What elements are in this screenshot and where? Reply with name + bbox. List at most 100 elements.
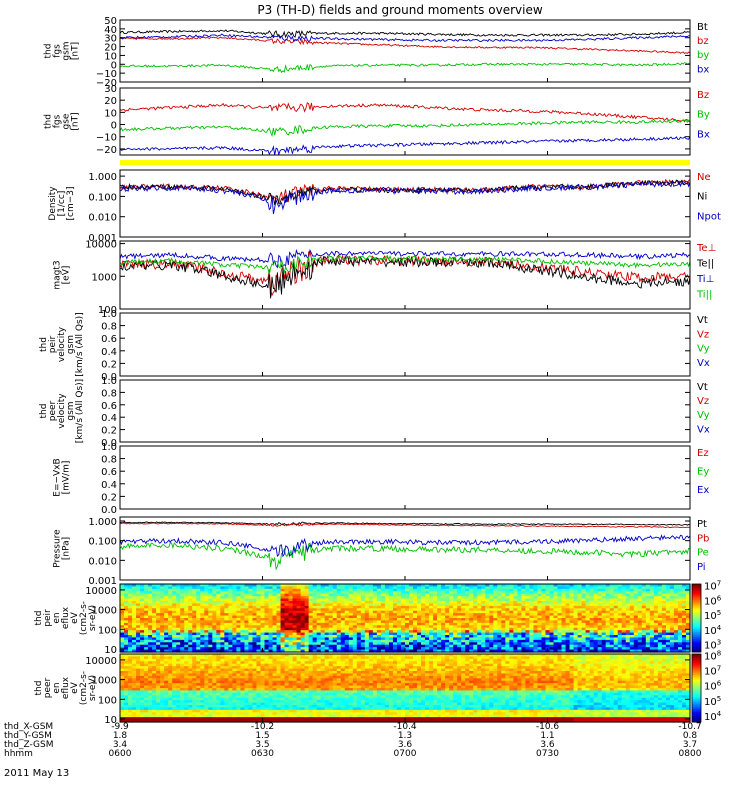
series-Ni [120,180,690,205]
legend-Ez: Ez [697,448,709,459]
series-lines [120,179,690,214]
y-tick-label: 0.4 [101,480,117,491]
y-tick-label: 1.0 [101,442,117,453]
y-tick-label: 20 [104,96,117,107]
legend-Te⊥: Te⊥ [696,243,716,254]
legend-bx: bx [697,64,709,75]
legend-Ey: Ey [697,467,709,478]
legend-Bz: Bz [697,90,709,101]
series-bz [120,37,690,53]
legend-Bx: Bx [697,129,710,140]
series-lines [120,250,690,298]
series-lines [120,103,690,155]
legend-Pt: Pt [697,519,707,530]
panel-frame [120,241,690,309]
legend-by: by [697,50,709,61]
y-axis-label: [km/s (All Qs)] [75,379,85,443]
legend-Vy: Vy [697,410,710,421]
y-tick-label: 0.2 [101,492,117,503]
y-tick-label: 10000 [85,586,117,597]
y-axis-label: sr-eV) [88,605,98,631]
y-tick-label: 0.0 [101,505,117,516]
legend-By: By [697,110,710,121]
legend-Ni: Ni [697,192,707,203]
series-Pe [120,543,690,569]
legend-Vx: Vx [697,358,710,369]
panel-frame [120,88,690,155]
y-tick-label: 0.010 [88,556,117,567]
panel-pressure: 0.0010.0100.1001.000Pressure[nPa]PtPbPeP… [53,517,710,587]
quality-flag-bar [120,160,690,165]
y-tick-label: −10 [96,133,117,144]
y-axis-label: [cm−3] [66,186,76,220]
y-tick-label: 100 [98,625,117,636]
y-tick-label: 50 [104,16,117,27]
y-tick-label: 0.4 [101,347,117,358]
panel-frame [120,380,690,442]
colorbar-tick-label: 106 [704,594,722,607]
legend-Npot: Npot [697,211,721,222]
legend-Ti||: Ti|| [696,289,712,300]
y-tick-label: 0.6 [101,401,117,412]
legend-Vt: Vt [697,382,708,393]
legend-Vx: Vx [697,424,710,435]
panel-frame [120,170,690,237]
y-tick-label: 0.100 [88,192,117,203]
y-tick-label: 1.0 [101,376,117,387]
legend-Te||: Te|| [696,258,714,269]
y-tick-label: 0 [111,121,117,132]
colorbar-tick-label: 104 [704,624,722,637]
y-tick-label: 0.2 [101,359,117,370]
legend-Vy: Vy [697,344,710,355]
legend-Ex: Ex [697,485,709,496]
legend-Vz: Vz [697,329,709,340]
colorbar-tick-label: 105 [704,609,721,622]
y-tick-label: 0.4 [101,413,117,424]
y-tick-label: 0.6 [101,334,117,345]
y-tick-label: 0.2 [101,426,117,437]
legend-Pb: Pb [697,533,709,544]
figure-title: P3 (TH-D) fields and ground moments over… [257,3,542,17]
y-tick-label: 10000 [85,240,117,251]
spectrogram-cells [120,654,691,723]
series-Ne [120,179,690,202]
legend-bz: bz [697,36,709,47]
series-lines [120,30,690,72]
y-axis-label: [mV/m] [62,461,72,495]
y-tick-label: 0.100 [88,537,117,548]
series-Te|| [120,257,690,299]
y-axis-label: [eV] [62,266,72,285]
legend-Ti⊥: Ti⊥ [696,274,714,285]
series-Ti|| [120,256,690,275]
y-tick-label: 0.8 [101,322,117,333]
colorbar-tick-label: 107 [704,579,721,592]
y-tick-label: 0.010 [88,213,117,224]
legend-Vz: Vz [697,396,709,407]
panel-density: 0.0010.0100.1001.000Density[1/cc][cm−3]N… [48,170,721,244]
series-Bz [120,103,690,122]
y-tick-label: 0.6 [101,467,117,478]
series-Bt [120,30,690,37]
legend-Pi: Pi [697,562,706,573]
y-axis-label: [nT] [71,112,81,130]
y-axis-label: [nT] [71,42,81,60]
y-axis-label: [nPa] [62,537,72,560]
y-tick-label: 0.8 [101,388,117,399]
panel-frame [120,313,690,376]
y-tick-label: 1.0 [101,309,117,320]
y-tick-label: 30 [104,84,117,95]
y-tick-label: 1000 [92,272,117,283]
legend-Bt: Bt [697,22,708,33]
y-tick-label: −20 [96,145,117,156]
legend-Vt: Vt [697,315,708,326]
y-tick-label: 1.000 [88,517,117,528]
